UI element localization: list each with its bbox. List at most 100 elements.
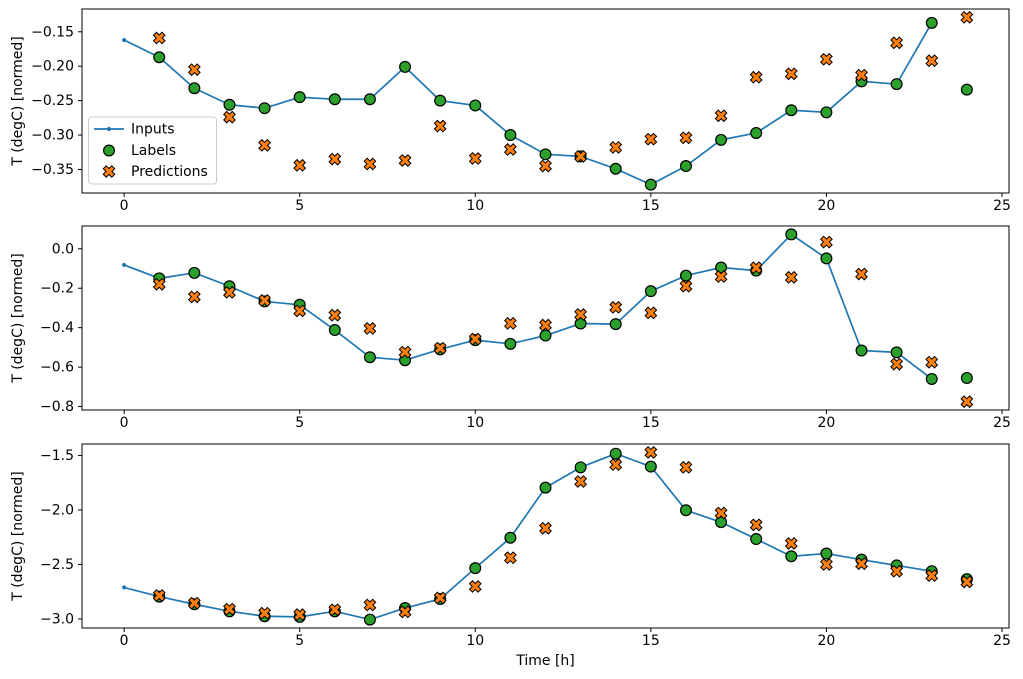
predictions-marker (855, 557, 868, 571)
labels-marker (539, 481, 552, 494)
labels-marker (188, 82, 201, 95)
labels-marker (960, 83, 973, 96)
subplot-1: 0 5 10 15 20 25 −0.15 −0.20 −0.25 −0.30 −0.35 T (de… (10, 8, 1011, 214)
y-tick-label: −0.6 (40, 360, 74, 376)
predictions-marker (293, 158, 307, 172)
x-tick-label: 0 (120, 198, 129, 214)
predictions-marker (398, 154, 412, 167)
predictions-marker (784, 536, 798, 550)
labels-marker (153, 51, 166, 64)
legend-labels-marker (102, 144, 115, 157)
y-tick-label: −0.20 (31, 59, 74, 75)
labels-marker (785, 104, 798, 117)
predictions-marker (503, 143, 517, 156)
predictions-marker (819, 558, 833, 571)
predictions-marker (152, 31, 166, 45)
labels-marker (609, 318, 622, 331)
labels-marker (609, 162, 622, 175)
predictions-marker (363, 157, 377, 171)
predictions-marker (539, 159, 552, 173)
x-tick-label: 10 (466, 633, 484, 649)
predictions-marker (960, 10, 974, 24)
inputs-marker (122, 585, 127, 590)
labels-marker (469, 99, 482, 112)
predictions-marker (187, 596, 201, 610)
labels-marker (363, 351, 376, 364)
y-tick-label: −2.0 (40, 502, 74, 518)
inputs-marker (122, 262, 127, 268)
legend-inputs-marker (106, 126, 112, 132)
predictions-marker (258, 138, 272, 152)
x-tick-label: 0 (120, 415, 129, 431)
x-axis-label: Time [h] (515, 653, 575, 669)
y-tick-label: −3.0 (40, 611, 74, 627)
y-tick-label: −0.35 (31, 162, 74, 178)
legend-item-label: Inputs (131, 122, 175, 138)
labels-marker (469, 562, 482, 575)
predictions-marker (152, 277, 166, 291)
predictions-marker (503, 316, 517, 330)
predictions-marker (468, 580, 482, 593)
labels-marker (925, 16, 938, 29)
labels-marker (504, 531, 517, 544)
predictions-marker (714, 109, 728, 123)
predictions-marker (925, 54, 939, 68)
labels-marker (539, 329, 552, 342)
predictions-marker (223, 285, 236, 299)
axes-frame (81, 443, 1010, 629)
predictions-marker (679, 460, 693, 474)
predictions-marker (925, 569, 939, 583)
predictions-marker (784, 270, 798, 284)
predictions-marker (152, 589, 166, 602)
predictions-marker (468, 332, 482, 346)
x-tick-label: 15 (642, 415, 660, 431)
predictions-marker (293, 304, 307, 318)
predictions-marker (187, 63, 201, 77)
predictions-marker (539, 318, 552, 332)
labels-marker (715, 516, 728, 529)
labels-marker (750, 533, 763, 546)
labels-marker (504, 129, 517, 142)
labels-marker (434, 94, 447, 107)
y-tick-label: −0.2 (40, 281, 74, 297)
x-tick-label: 5 (295, 633, 304, 649)
labels-marker (750, 126, 763, 139)
y-tick-label: −0.4 (40, 320, 74, 336)
predictions-marker (890, 36, 904, 50)
labels-marker (539, 148, 552, 161)
labels-marker (820, 547, 833, 560)
labels-marker (328, 324, 341, 337)
labels-marker (855, 344, 868, 357)
predictions-marker (293, 608, 307, 622)
predictions-marker (609, 458, 623, 472)
predictions-marker (644, 445, 658, 459)
inputs-line (123, 22, 933, 186)
labels-marker (644, 178, 657, 191)
y-tick-label: 0.0 (52, 241, 74, 257)
y-axis-label: T (degC) [normed] (10, 253, 26, 384)
labels-marker (293, 91, 306, 104)
predictions-marker (433, 341, 447, 355)
x-tick-label: 5 (295, 198, 304, 214)
legend-predictions-marker (102, 165, 116, 178)
y-axis-label: T (degC) [normed] (10, 471, 26, 602)
labels-marker (890, 346, 903, 359)
labels-marker (960, 371, 973, 384)
predictions-marker (679, 279, 693, 293)
labels-marker (890, 78, 903, 91)
axes-frame (81, 225, 1010, 411)
predictions-marker (539, 521, 552, 535)
x-tick-label: 25 (993, 633, 1011, 649)
labels-marker (715, 133, 728, 146)
predictions-marker (433, 591, 447, 605)
predictions-marker (714, 270, 728, 284)
predictions-marker (468, 152, 482, 165)
inputs-marker (122, 37, 127, 43)
predictions-marker (574, 308, 588, 321)
predictions-marker (784, 67, 798, 81)
x-tick-label: 20 (817, 198, 835, 214)
subplot-3: 0 5 10 15 20 25 −1.5 −2.0 −2.5 −3.0 T (degC) [norm… (10, 443, 1011, 649)
labels-marker (223, 98, 236, 111)
x-tick-label: 15 (642, 633, 660, 649)
